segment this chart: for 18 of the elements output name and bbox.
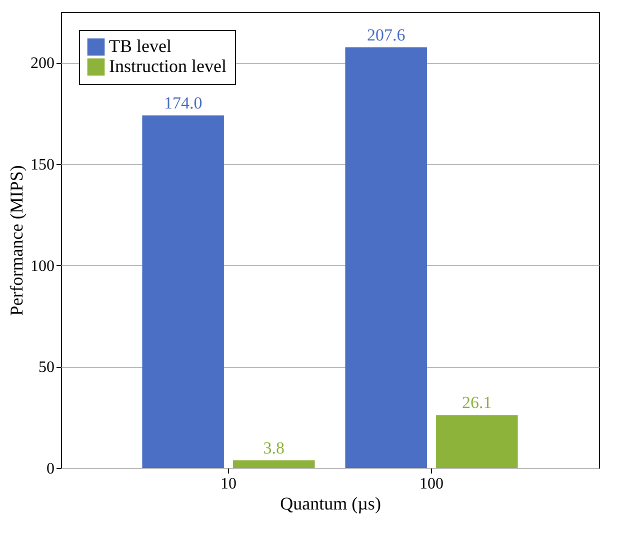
data-label: 3.8: [263, 438, 285, 458]
y-tick-label: 100: [30, 258, 54, 275]
x-axis-title: Quantum (µs): [280, 494, 381, 514]
bar: [436, 415, 518, 468]
data-label: 26.1: [462, 393, 492, 412]
x-tick-label: 10: [220, 476, 236, 492]
y-tick-label: 150: [30, 156, 54, 174]
y-axis-title: Performance (MIPS): [6, 165, 26, 316]
y-tick-label: 0: [46, 460, 54, 478]
data-label: 174.0: [164, 93, 202, 112]
data-label: 207.6: [366, 25, 406, 44]
bar: [345, 47, 427, 468]
y-tick-label: 200: [30, 55, 54, 72]
legend-label: Instruction level: [109, 56, 226, 76]
legend-label: TB level: [109, 36, 172, 56]
bar: [142, 115, 224, 468]
y-tick-label: 50: [38, 359, 54, 376]
bar: [233, 460, 315, 468]
